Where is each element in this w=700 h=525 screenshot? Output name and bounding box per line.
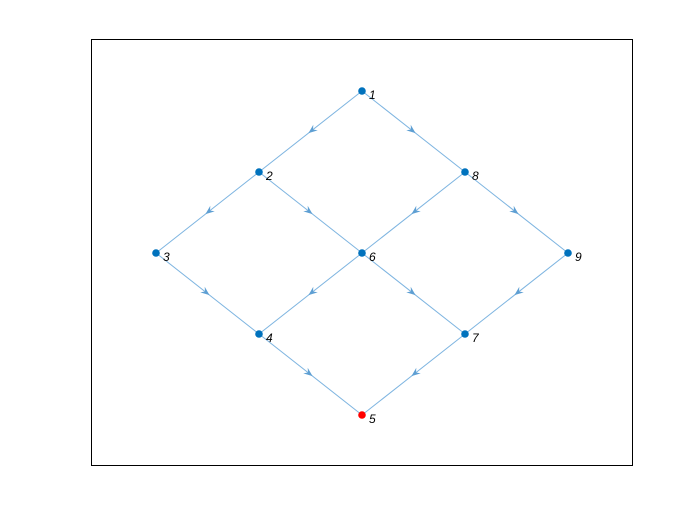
- node-label-7: 7: [472, 331, 480, 345]
- node-label-4: 4: [266, 331, 273, 345]
- node-4: [255, 330, 263, 338]
- node-2: [255, 168, 263, 176]
- node-8: [461, 168, 469, 176]
- node-label-3: 3: [163, 250, 170, 264]
- nodes-layer: [152, 87, 572, 419]
- arrowhead-8-9: [509, 205, 519, 215]
- node-label-9: 9: [575, 250, 582, 264]
- node-6: [358, 249, 366, 257]
- node-1: [358, 87, 366, 95]
- arrowhead-8-6: [411, 205, 421, 215]
- node-7: [461, 330, 469, 338]
- arrowhead-4-5: [303, 367, 313, 377]
- node-label-1: 1: [369, 88, 376, 102]
- arrowhead-2-6: [303, 205, 313, 215]
- node-label-2: 2: [265, 169, 273, 183]
- arrows-layer: [200, 124, 524, 377]
- arrowhead-6-4: [308, 286, 318, 296]
- node-5-highlighted: [358, 411, 366, 419]
- node-9: [564, 249, 572, 257]
- arrowhead-1-8: [406, 124, 416, 134]
- node-label-5: 5: [369, 412, 376, 426]
- arrowhead-6-7: [406, 286, 416, 296]
- node-label-6: 6: [369, 250, 376, 264]
- arrowhead-3-4: [200, 286, 210, 296]
- labels-layer: 1 2 3 4 5 6 7 8 9: [163, 88, 582, 426]
- arrowhead-2-3: [205, 205, 215, 215]
- arrowhead-1-2: [308, 124, 318, 134]
- arrowhead-7-5: [411, 367, 421, 377]
- arrowhead-9-7: [514, 286, 524, 296]
- node-label-8: 8: [472, 169, 479, 183]
- node-3: [152, 249, 160, 257]
